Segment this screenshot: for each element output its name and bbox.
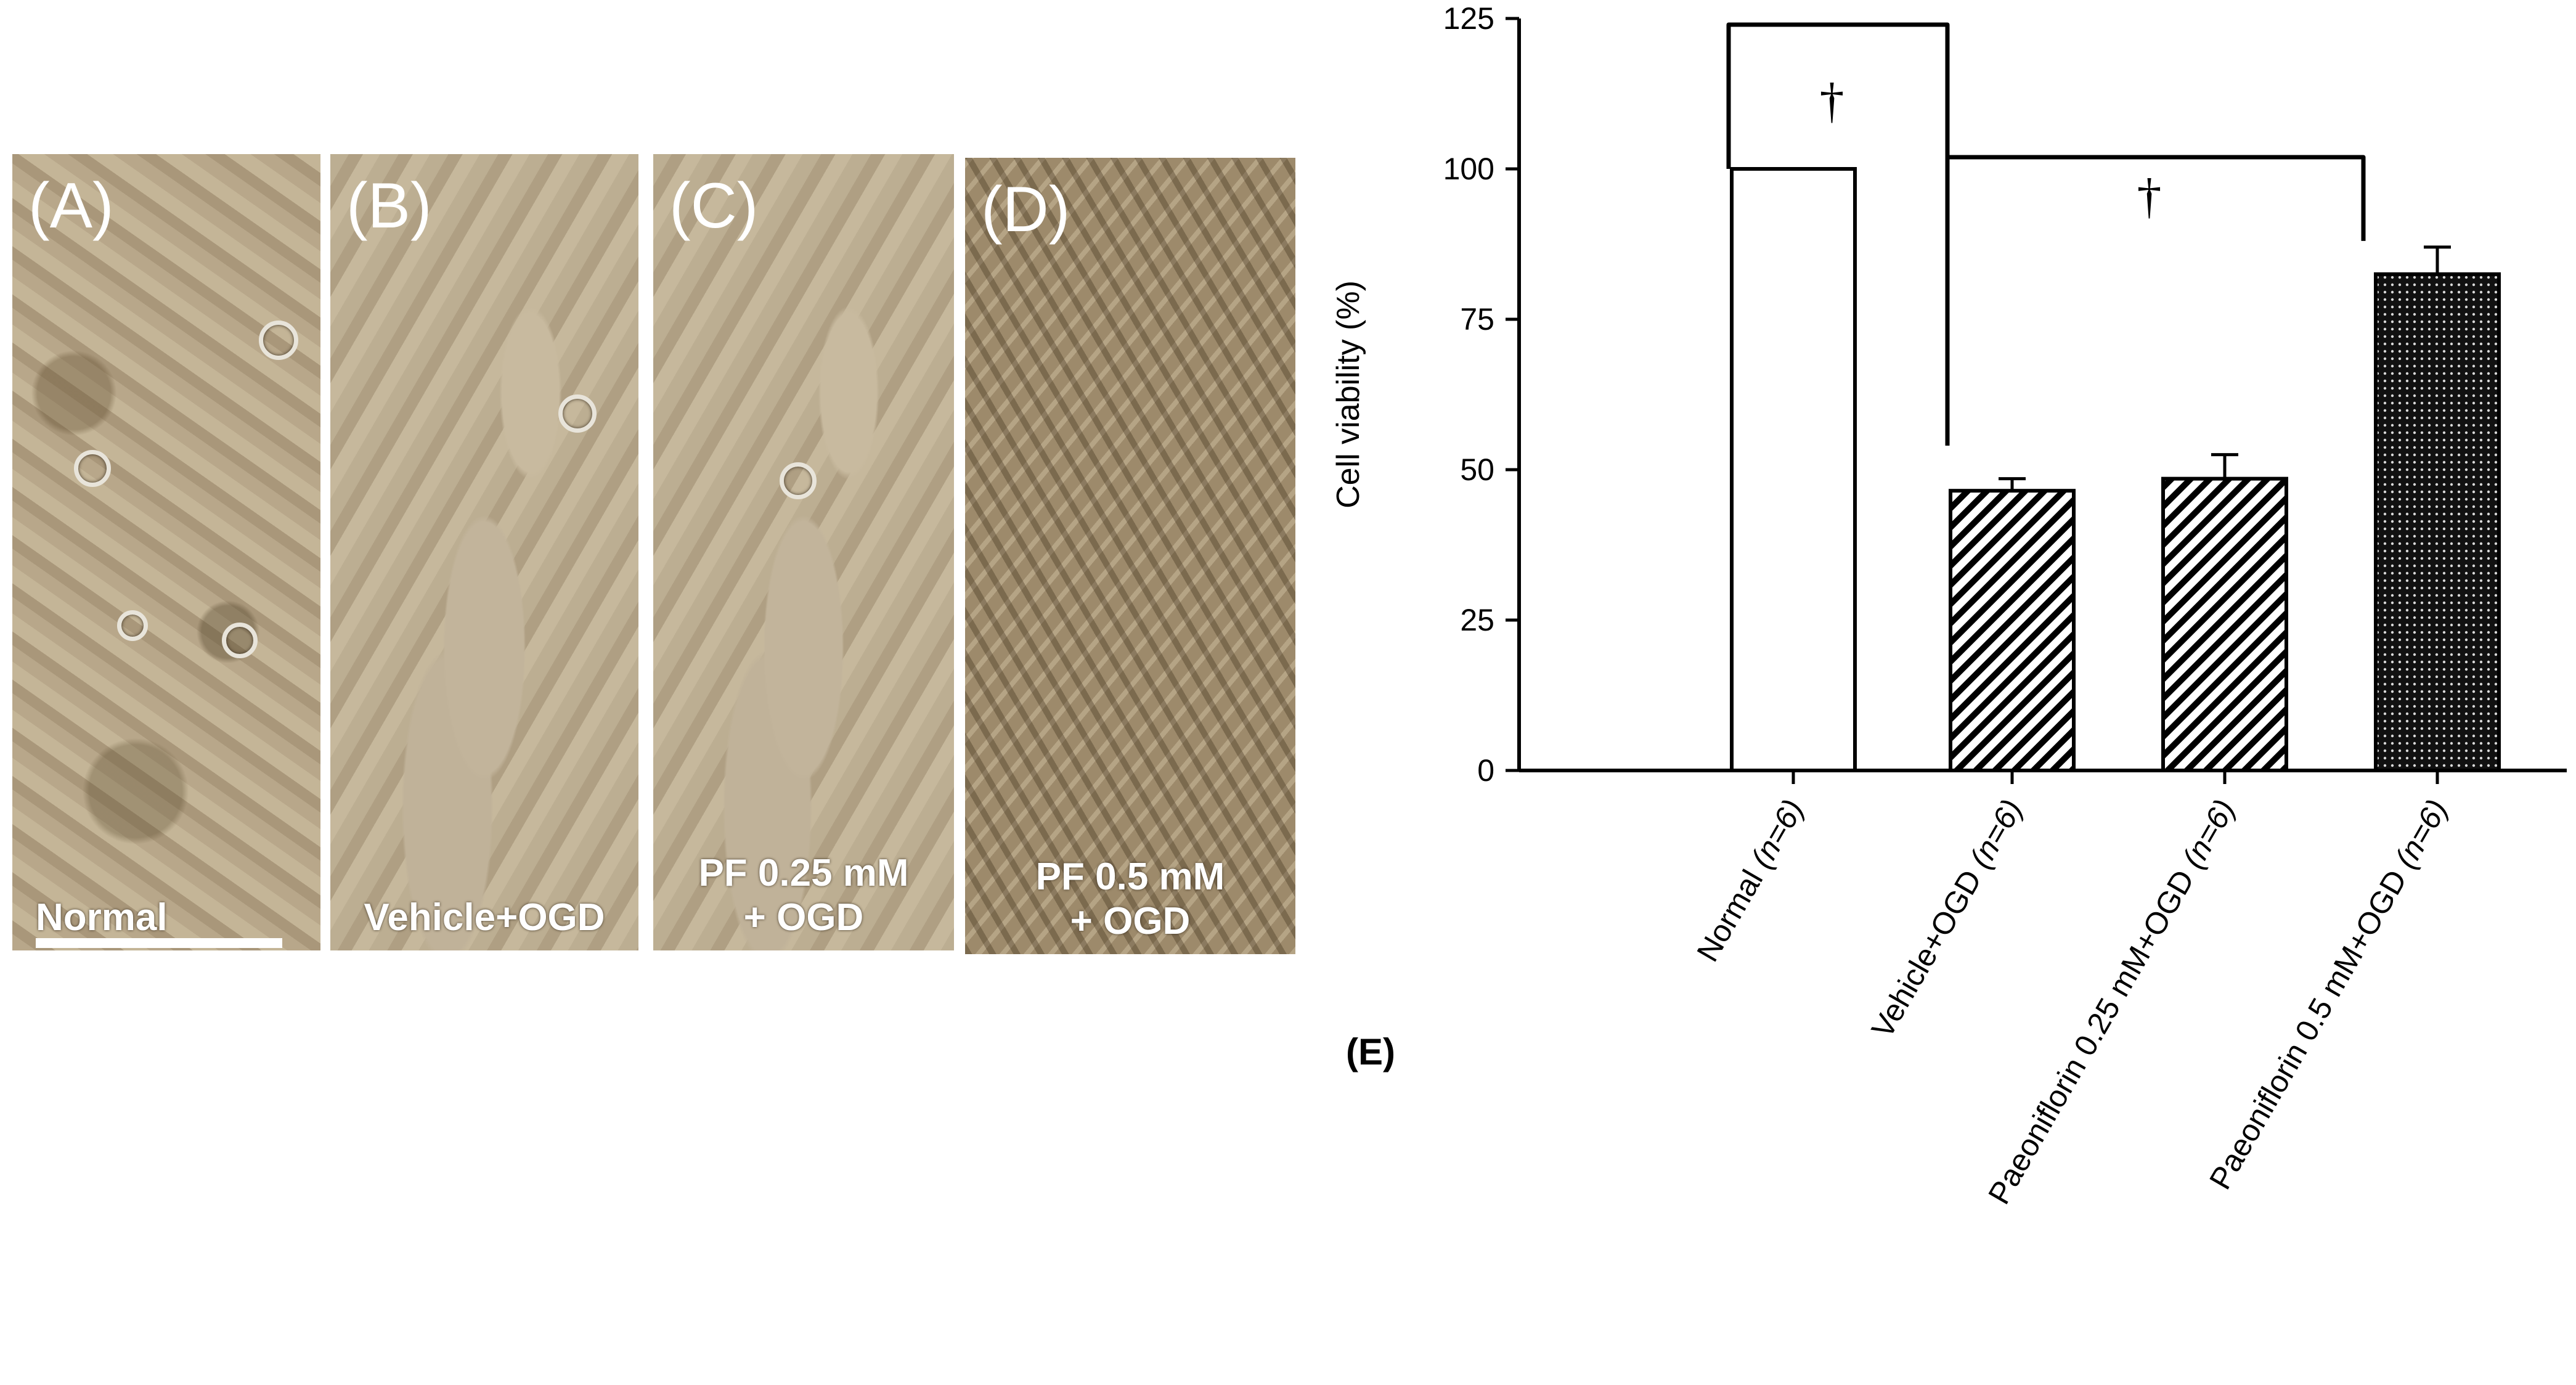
- round-cell: [259, 321, 298, 360]
- caption-line: PF 0.25 mM: [698, 852, 909, 895]
- micrograph-panel-d: (D) PF 0.5 mM + OGD: [965, 158, 1295, 954]
- bar: [2374, 272, 2501, 772]
- bar: [1949, 489, 2076, 772]
- y-tick-label: 0: [1477, 753, 1494, 788]
- y-tick-label: 50: [1460, 452, 1494, 487]
- panel-caption: PF 0.25 mM + OGD: [653, 851, 954, 939]
- round-cell: [117, 610, 148, 641]
- y-axis-label: Cell viability (%): [1331, 280, 1366, 509]
- panel-letter: (A): [28, 170, 114, 242]
- panel-caption: PF 0.5 mM + OGD: [965, 855, 1295, 943]
- round-cell: [780, 462, 817, 499]
- panel-letter: (C): [669, 170, 759, 242]
- bar: [2161, 476, 2288, 772]
- significance-marker: †: [2137, 170, 2162, 224]
- micrograph-panel-b: (B) Vehicle+OGD: [330, 154, 638, 950]
- panel-caption: Normal: [36, 896, 168, 939]
- x-category-label: Normal (n=6): [1690, 794, 1810, 968]
- significance-bracket: [1945, 155, 2366, 446]
- y-tick-label: 125: [1443, 1, 1494, 36]
- x-category-label: Paeoniflorin 0.5 mM+OGD (n=6): [2203, 794, 2454, 1195]
- micrograph-panel-a: (A) Normal: [12, 154, 320, 950]
- significance-marker: †: [1820, 74, 1844, 128]
- caption-line: + OGD: [1070, 899, 1191, 942]
- panel-letter: (B): [346, 170, 432, 242]
- y-tick-label: 25: [1460, 603, 1494, 637]
- x-category-label: Paeoniflorin 0.25 mM+OGD (n=6): [1981, 794, 2241, 1210]
- caption-line: PF 0.5 mM: [1035, 856, 1225, 899]
- y-tick-label: 75: [1460, 302, 1494, 337]
- micrograph-panel-c: (C) PF 0.25 mM + OGD: [653, 154, 954, 950]
- bar: [1730, 167, 1857, 772]
- panel-letter: (D): [981, 174, 1070, 245]
- round-cell: [558, 394, 597, 433]
- y-tick-label: 100: [1443, 152, 1494, 186]
- panel-label-e: (E): [1346, 1031, 1395, 1072]
- caption-line: + OGD: [743, 896, 864, 939]
- panel-caption: Vehicle+OGD: [364, 896, 605, 939]
- round-cell: [74, 450, 111, 487]
- scale-bar: [36, 938, 282, 948]
- x-category-label: Vehicle+OGD (n=6): [1865, 794, 2029, 1044]
- round-cell: [222, 623, 258, 658]
